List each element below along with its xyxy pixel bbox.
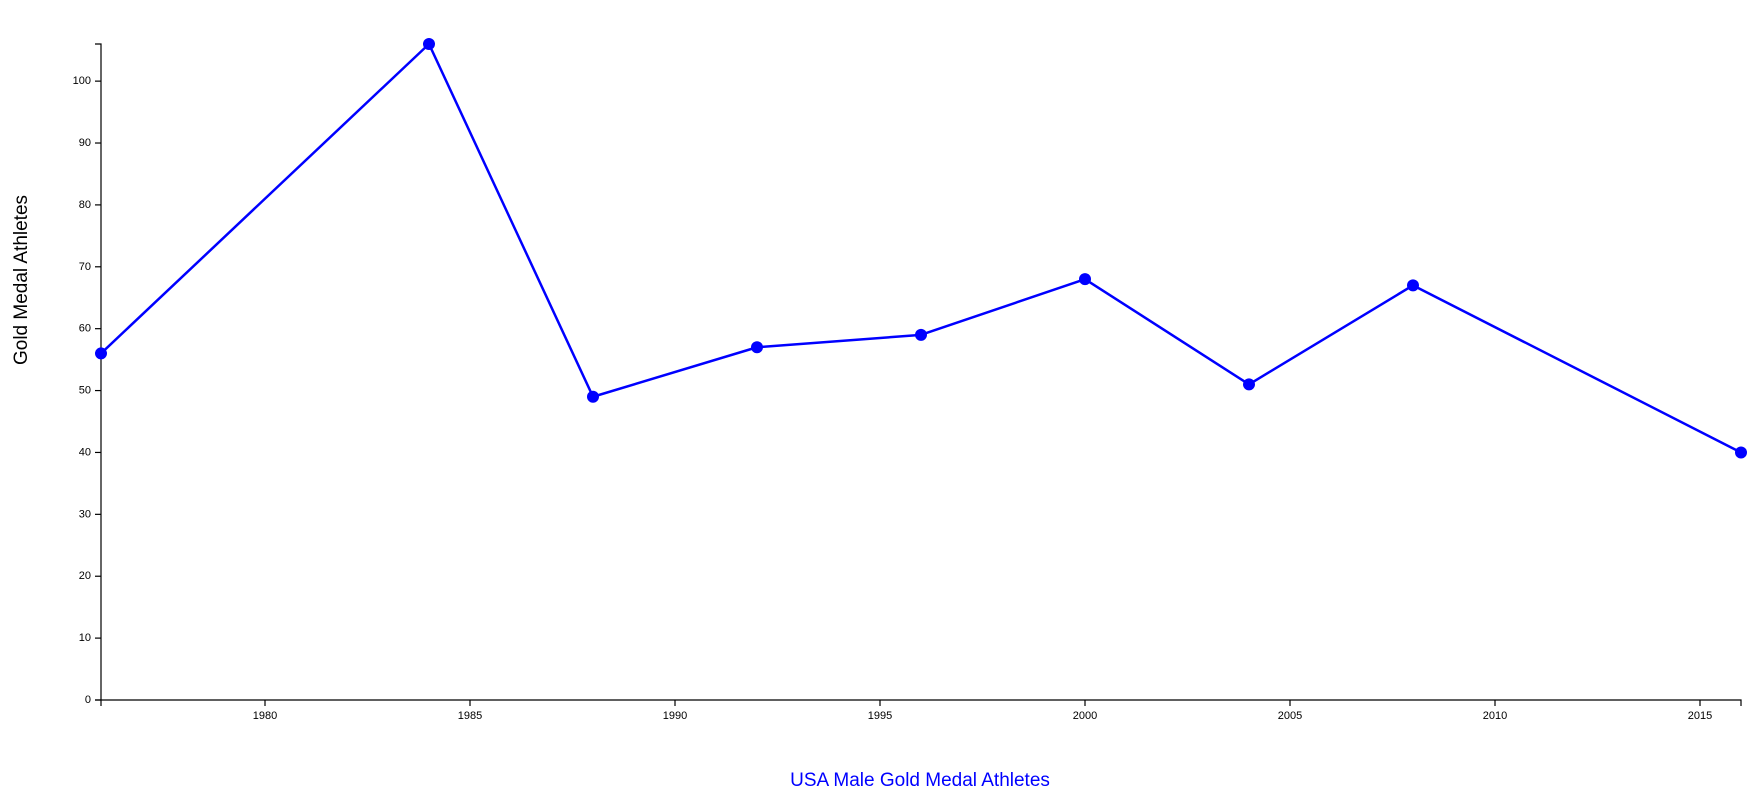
data-point-2008[interactable] bbox=[1407, 279, 1419, 292]
y-tick-label: 20 bbox=[79, 570, 91, 582]
y-tick-label: 100 bbox=[73, 75, 91, 87]
y-tick-label: 10 bbox=[79, 632, 91, 644]
y-tick-label: 60 bbox=[79, 323, 91, 335]
x-tick-label: 1995 bbox=[868, 710, 892, 722]
y-axis-line bbox=[95, 43, 102, 701]
data-point-2016[interactable] bbox=[1735, 446, 1747, 459]
series-line bbox=[100, 42, 1742, 454]
x-tick-label: 2000 bbox=[1073, 710, 1097, 722]
data-point-1976[interactable] bbox=[95, 347, 107, 360]
y-tick-label: 50 bbox=[79, 385, 91, 397]
y-axis-title: Gold Medal Athletes bbox=[11, 195, 32, 365]
y-axis: 0 10 20 30 40 50 60 70 80 90 100 bbox=[73, 43, 102, 706]
x-tick-label: 1980 bbox=[253, 710, 277, 722]
x-tick-label: 2015 bbox=[1688, 710, 1712, 722]
data-point-1988[interactable] bbox=[587, 390, 599, 403]
data-point-1984[interactable] bbox=[423, 38, 435, 50]
y-tick-label: 70 bbox=[79, 261, 91, 273]
x-axis-line bbox=[100, 699, 1742, 706]
data-point-2004[interactable] bbox=[1243, 378, 1255, 391]
x-tick-label: 2005 bbox=[1278, 710, 1302, 722]
y-tick-label: 0 bbox=[85, 694, 91, 706]
x-axis: 1980 1985 1990 1995 2000 2005 2010 2015 bbox=[100, 699, 1742, 722]
x-tick-label: 1990 bbox=[663, 710, 687, 722]
x-tick-label: 1985 bbox=[458, 710, 482, 722]
data-point-1992[interactable] bbox=[751, 341, 763, 354]
data-point-1996[interactable] bbox=[915, 328, 927, 341]
plot-area bbox=[95, 38, 1747, 459]
y-tick-label: 30 bbox=[79, 508, 91, 520]
x-tick-label: 2010 bbox=[1483, 710, 1507, 722]
y-tick-label: 80 bbox=[79, 199, 91, 211]
y-tick-label: 90 bbox=[79, 137, 91, 149]
x-axis-title: USA Male Gold Medal Athletes bbox=[790, 770, 1050, 791]
data-point-2000[interactable] bbox=[1079, 273, 1091, 286]
y-tick-label: 40 bbox=[79, 446, 91, 458]
